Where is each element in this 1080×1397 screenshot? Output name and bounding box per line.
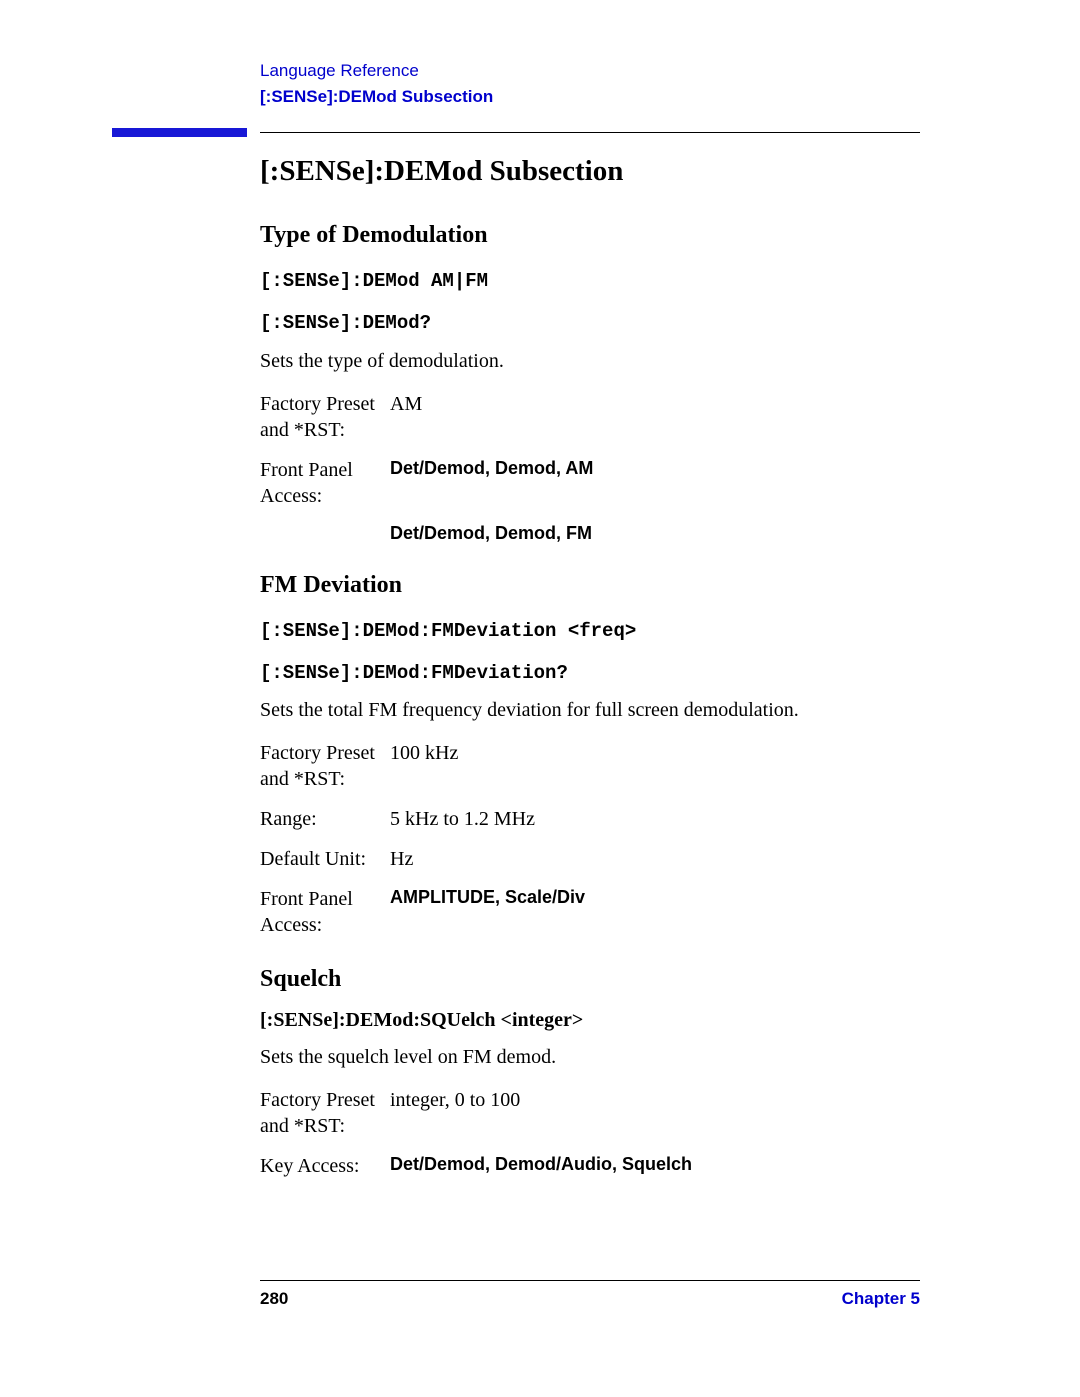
kv-row: Factory Preset and *RST: integer, 0 to 1… xyxy=(260,1087,920,1139)
kv-label: Factory Preset and *RST: xyxy=(260,1087,390,1139)
subsection-squelch: Squelch [:SENSe]:DEMod:SQUelch <integer>… xyxy=(260,966,920,1179)
command-line: [:SENSe]:DEMod? xyxy=(260,307,920,339)
header-section: [:SENSe]:DEMod Subsection xyxy=(260,84,493,110)
page-number: 280 xyxy=(260,1289,288,1309)
subsection-fm-deviation: FM Deviation [:SENSe]:DEMod:FMDeviation … xyxy=(260,572,920,939)
kv-row: Front Panel Access: Det/Demod, Demod, AM xyxy=(260,457,920,509)
kv-label: Range: xyxy=(260,806,390,832)
kv-row: Default Unit: Hz xyxy=(260,846,920,872)
kv-row: Front Panel Access: AMPLITUDE, Scale/Div xyxy=(260,886,920,938)
kv-label: Factory Preset and *RST: xyxy=(260,740,390,792)
kv-row: Key Access: Det/Demod, Demod/Audio, Sque… xyxy=(260,1153,920,1179)
kv-value: Det/Demod, Demod, AM xyxy=(390,457,920,480)
kv-value: Det/Demod, Demod/Audio, Squelch xyxy=(390,1153,920,1176)
kv-row: Range: 5 kHz to 1.2 MHz xyxy=(260,806,920,832)
command-line: [:SENSe]:DEMod:SQUelch <integer> xyxy=(260,1009,920,1032)
kv-value: AM xyxy=(390,391,920,417)
section-title: [:SENSe]:DEMod Subsection xyxy=(260,155,920,188)
kv-row: Factory Preset and *RST: 100 kHz xyxy=(260,740,920,792)
subsection-title: Type of Demodulation xyxy=(260,222,920,249)
kv-row: Factory Preset and *RST: AM xyxy=(260,391,920,443)
page: Language Reference [:SENSe]:DEMod Subsec… xyxy=(0,0,1080,1397)
chapter-label: Chapter 5 xyxy=(842,1289,920,1309)
kv-label: Factory Preset and *RST: xyxy=(260,391,390,443)
content: [:SENSe]:DEMod Subsection Type of Demodu… xyxy=(260,155,920,1207)
kv-label: Default Unit: xyxy=(260,846,390,872)
description: Sets the squelch level on FM demod. xyxy=(260,1046,920,1069)
subsection-title: FM Deviation xyxy=(260,572,920,599)
page-footer: 280 Chapter 5 xyxy=(260,1280,920,1309)
description: Sets the type of demodulation. xyxy=(260,350,920,373)
subsection-type-of-demodulation: Type of Demodulation [:SENSe]:DEMod AM|F… xyxy=(260,222,920,544)
kv-value: 100 kHz xyxy=(390,740,920,766)
accent-bar xyxy=(112,128,247,137)
kv-value: integer, 0 to 100 xyxy=(390,1087,920,1113)
kv-label: Front Panel Access: xyxy=(260,457,390,509)
command-line: [:SENSe]:DEMod:FMDeviation? xyxy=(260,657,920,689)
kv-value-secondary: Det/Demod, Demod, FM xyxy=(390,523,920,544)
header-breadcrumb: Language Reference xyxy=(260,58,493,84)
command-line: [:SENSe]:DEMod AM|FM xyxy=(260,265,920,297)
header-rule xyxy=(260,132,920,133)
kv-value: 5 kHz to 1.2 MHz xyxy=(390,806,920,832)
description: Sets the total FM frequency deviation fo… xyxy=(260,699,920,722)
kv-label: Key Access: xyxy=(260,1153,390,1179)
command-line: [:SENSe]:DEMod:FMDeviation <freq> xyxy=(260,615,920,647)
page-header: Language Reference [:SENSe]:DEMod Subsec… xyxy=(260,58,493,109)
subsection-title: Squelch xyxy=(260,966,920,993)
kv-label: Front Panel Access: xyxy=(260,886,390,938)
kv-value: AMPLITUDE, Scale/Div xyxy=(390,886,920,909)
kv-value: Hz xyxy=(390,846,920,872)
